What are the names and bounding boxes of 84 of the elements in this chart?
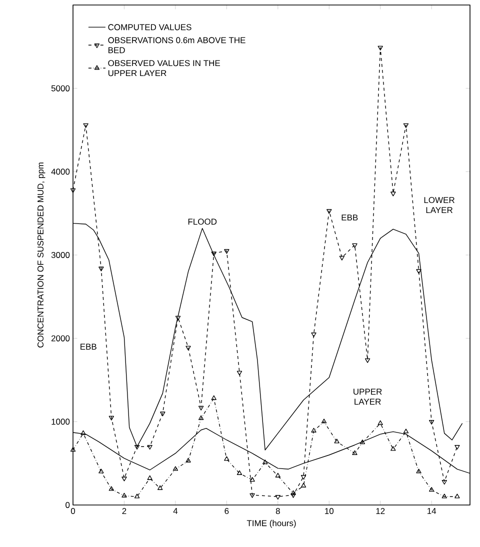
point (300, 482, 306, 488)
point (236, 370, 242, 376)
point (352, 450, 358, 455)
point (250, 477, 255, 482)
point (122, 476, 127, 482)
point (339, 256, 345, 260)
point (211, 395, 216, 400)
x-tick-label: 12 (376, 508, 385, 514)
annotation: EBB (342, 214, 358, 220)
point (378, 46, 383, 50)
point (157, 485, 163, 490)
point (147, 445, 152, 450)
point (360, 440, 366, 444)
y-tick-label: 2000 (51, 335, 70, 342)
x-tick-label: 2 (122, 508, 126, 514)
point (428, 420, 434, 425)
point (70, 188, 76, 193)
x-axis-title: TIME (hours) (246, 520, 296, 528)
point (198, 406, 204, 410)
point (378, 420, 383, 425)
point (80, 430, 86, 435)
point (352, 243, 358, 248)
y-tick-label: 3000 (51, 252, 70, 258)
point (416, 269, 422, 274)
point (390, 446, 396, 451)
point (224, 456, 230, 461)
point (442, 494, 447, 498)
y-tick-label: 0 (66, 502, 70, 508)
y-tick-label: 4000 (51, 168, 70, 175)
x-tick-label: 10 (325, 508, 334, 514)
point (321, 418, 327, 424)
legend-label: COMPUTED VALUES (108, 24, 192, 30)
x-tick-label: 0 (70, 508, 76, 514)
point (134, 494, 140, 498)
point (290, 490, 296, 495)
point (390, 192, 396, 196)
point (454, 494, 460, 498)
point (175, 316, 181, 320)
point (262, 460, 268, 464)
annotation: LOWER LAYER (424, 197, 454, 213)
legend-label: OBSERVED VALUES IN THE UPPER LAYER (108, 60, 220, 76)
annotation: UPPER LAYER (354, 388, 382, 405)
point (364, 358, 370, 363)
point (275, 472, 280, 478)
point (290, 493, 296, 498)
point (83, 123, 88, 128)
y-axis-title: CONCENTRATION OF SUSPENDED MUD, ppm (37, 162, 46, 348)
point (454, 445, 460, 450)
point (186, 346, 191, 350)
point (211, 252, 216, 256)
point (236, 470, 242, 475)
point (311, 428, 316, 432)
x-tick-label: 4 (173, 508, 178, 514)
point (98, 468, 104, 474)
point (326, 209, 332, 214)
point (428, 487, 434, 492)
x-tick-label: 8 (276, 508, 280, 514)
point (416, 468, 422, 474)
annotation: FLOOD (188, 218, 217, 225)
point (122, 492, 127, 498)
point (403, 123, 409, 128)
point (300, 475, 306, 480)
point (442, 480, 447, 485)
point (334, 438, 340, 444)
point (98, 266, 104, 272)
x-tick-label: 14 (427, 508, 436, 514)
point (108, 486, 114, 491)
y-tick-label: 5000 (51, 85, 70, 92)
point (172, 466, 178, 471)
point (275, 495, 280, 500)
x-tick-label: 6 (224, 508, 229, 514)
point (147, 475, 152, 480)
point (160, 412, 166, 416)
y-tick-label: 1000 (52, 418, 70, 425)
point (108, 416, 114, 420)
point (224, 249, 230, 254)
annotation: EBB (80, 344, 96, 350)
point (186, 458, 191, 462)
point (403, 428, 409, 434)
legend-label: OBSERVATIONS 0.6m ABOVE THE BED (108, 37, 246, 54)
point (70, 447, 76, 452)
point (250, 493, 255, 498)
point (311, 332, 316, 338)
point (198, 415, 204, 420)
